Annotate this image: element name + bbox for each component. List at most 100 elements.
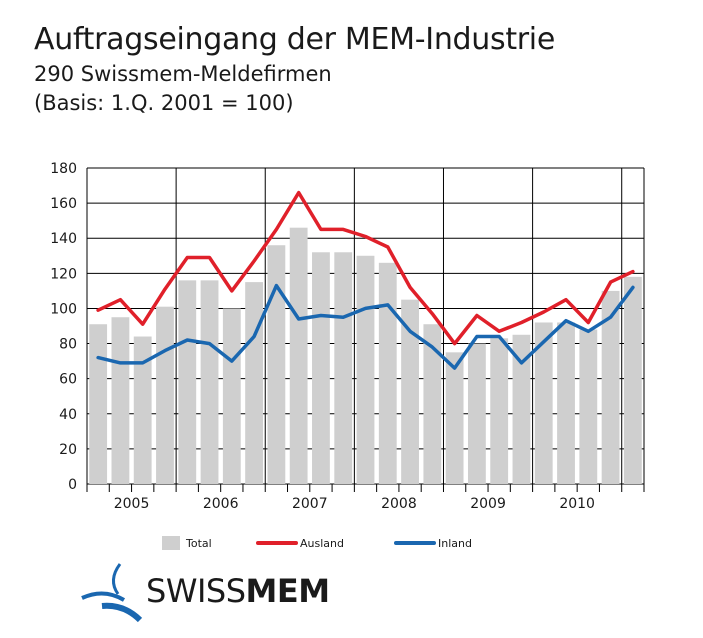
bar-total xyxy=(312,252,330,484)
point-ausland xyxy=(320,228,322,231)
bar-total xyxy=(111,317,130,484)
point-inland xyxy=(119,362,122,364)
point-inland xyxy=(298,318,300,320)
point-ausland xyxy=(364,235,367,238)
bar-total xyxy=(200,280,219,484)
point-inland xyxy=(231,360,233,362)
y-tick-label: 20 xyxy=(59,442,77,458)
bar-total xyxy=(445,352,464,484)
legend-swatch-total xyxy=(162,536,180,550)
bar-total xyxy=(356,255,375,484)
point-inland xyxy=(97,357,99,359)
point-inland xyxy=(632,286,634,288)
point-ausland xyxy=(253,260,255,262)
bar-total xyxy=(267,245,286,484)
point-ausland xyxy=(409,286,411,288)
point-inland xyxy=(275,285,277,287)
chart-title: Auftragseingang der MEM-Industrie xyxy=(34,22,556,57)
point-inland xyxy=(498,335,500,338)
point-ausland xyxy=(431,313,433,315)
bar-total xyxy=(623,276,642,484)
bar-total xyxy=(467,343,486,484)
chart-basis-note: (Basis: 1.Q. 2001 = 100) xyxy=(34,91,294,115)
swissmem-logo-text: SWISSMEM xyxy=(146,572,330,610)
point-inland xyxy=(186,339,188,341)
x-tick-label: 2005 xyxy=(114,496,150,512)
point-ausland xyxy=(298,191,300,194)
point-inland xyxy=(431,346,433,348)
point-inland xyxy=(164,349,166,352)
bar-total xyxy=(512,334,531,484)
y-tick-label: 180 xyxy=(50,161,77,177)
point-ausland xyxy=(208,256,211,259)
x-tick-label: 2010 xyxy=(559,496,595,512)
bar-total xyxy=(133,336,152,484)
legend-label-total: Total xyxy=(185,537,212,550)
point-ausland xyxy=(565,299,567,301)
legend-label-ausland: Ausland xyxy=(300,537,344,550)
point-ausland xyxy=(119,299,122,301)
point-inland xyxy=(142,362,144,364)
point-inland xyxy=(543,341,545,343)
point-ausland xyxy=(164,288,166,290)
bar-total xyxy=(378,262,397,484)
chart-subtitle: 290 Swissmem-Meldefirmen xyxy=(34,62,332,86)
bar-total xyxy=(557,322,575,484)
point-ausland xyxy=(186,256,188,259)
bar-total xyxy=(490,338,509,484)
swissmem-logo-icon xyxy=(81,563,143,623)
bar-total xyxy=(423,324,442,484)
point-inland xyxy=(520,362,523,364)
point-inland xyxy=(387,304,389,306)
y-tick-label: 60 xyxy=(59,372,77,388)
bar-total xyxy=(289,227,308,484)
point-ausland xyxy=(520,321,523,324)
y-tick-label: 80 xyxy=(59,337,77,353)
legend-label-inland: Inland xyxy=(438,537,472,550)
point-inland xyxy=(409,330,411,332)
order-intake-chart: 0 20 40 60 80 100 120 140 160 180 2005 2006 2007 2008… xyxy=(50,161,645,550)
swissmem-logo: SWISSMEM xyxy=(78,558,338,628)
point-ausland xyxy=(543,311,545,313)
point-inland xyxy=(476,335,478,338)
bar-total xyxy=(534,322,553,484)
x-tick-label: 2008 xyxy=(381,496,417,512)
bar-total xyxy=(89,324,108,484)
point-ausland xyxy=(342,228,344,231)
point-inland xyxy=(208,342,211,345)
point-ausland xyxy=(609,281,612,283)
point-ausland xyxy=(587,321,589,324)
point-ausland xyxy=(387,246,389,248)
point-inland xyxy=(454,367,456,369)
point-inland xyxy=(364,307,367,310)
bar-total xyxy=(222,308,241,484)
point-ausland xyxy=(476,314,478,317)
point-ausland xyxy=(142,323,144,325)
bar-total xyxy=(178,280,197,484)
x-tick-label: 2006 xyxy=(203,496,239,512)
point-ausland xyxy=(275,228,277,231)
bar-total xyxy=(334,252,353,484)
point-ausland xyxy=(498,330,500,332)
point-inland xyxy=(320,314,322,317)
y-tick-label: 100 xyxy=(50,301,77,317)
y-tick-label: 0 xyxy=(68,477,77,493)
bar-total xyxy=(601,290,620,484)
point-inland xyxy=(565,320,567,322)
point-inland xyxy=(609,316,612,318)
point-inland xyxy=(587,330,589,332)
y-tick-label: 120 xyxy=(50,266,77,282)
x-tick-label: 2009 xyxy=(470,496,506,512)
bar-total xyxy=(401,299,419,484)
point-inland xyxy=(253,335,255,338)
point-ausland xyxy=(231,290,233,292)
y-tick-label: 40 xyxy=(59,407,77,423)
bar-total xyxy=(156,306,174,484)
bar-total xyxy=(579,329,598,484)
point-inland xyxy=(342,316,344,318)
point-ausland xyxy=(97,309,99,311)
y-tick-label: 160 xyxy=(50,196,77,212)
x-tick-label: 2007 xyxy=(292,496,328,512)
point-ausland xyxy=(632,270,634,273)
bar-total xyxy=(245,282,264,484)
